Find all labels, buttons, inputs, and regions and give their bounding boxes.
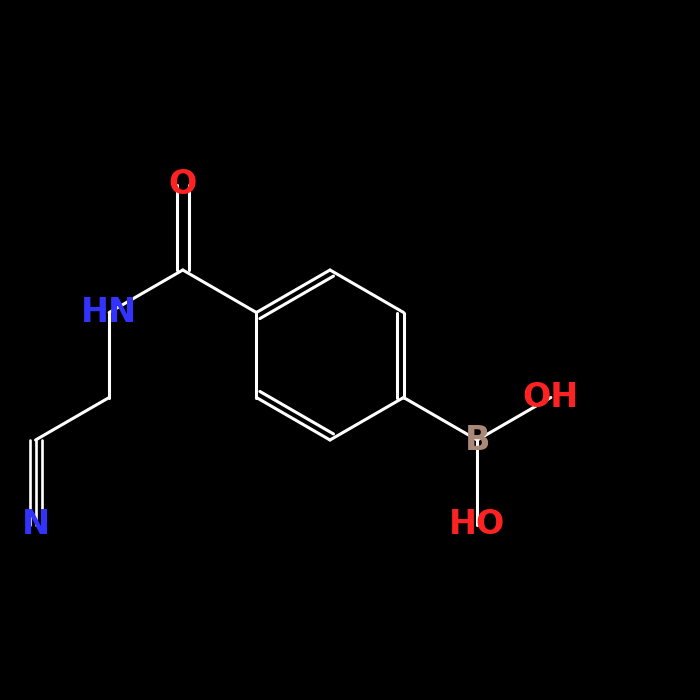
Text: OH: OH xyxy=(523,381,579,414)
Text: B: B xyxy=(465,424,490,456)
Text: HN: HN xyxy=(81,296,137,329)
Text: HO: HO xyxy=(449,508,505,542)
Text: O: O xyxy=(169,169,197,202)
Text: N: N xyxy=(22,508,50,542)
